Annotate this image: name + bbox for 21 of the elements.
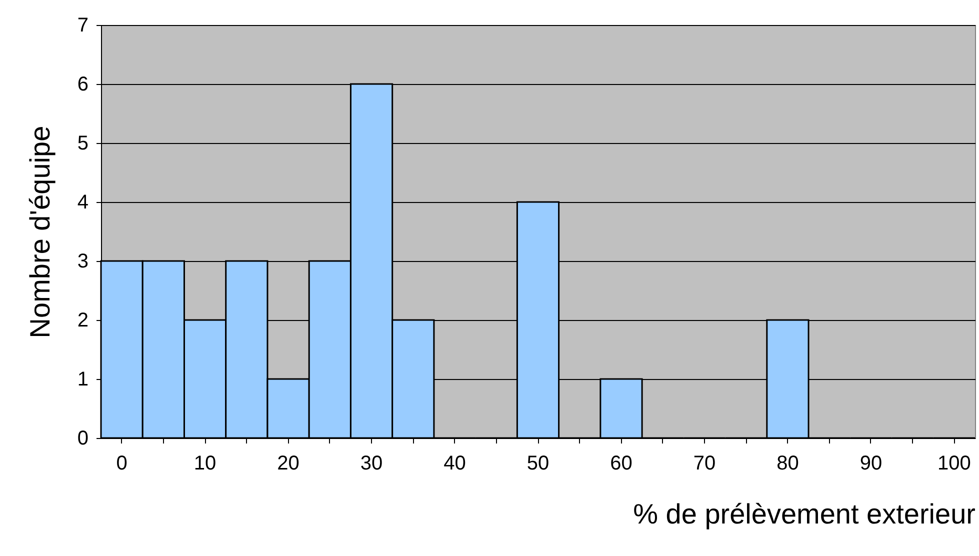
y-tick-label: 3 <box>77 250 88 272</box>
x-tick-label: 10 <box>194 452 216 474</box>
x-tick-label: 20 <box>277 452 300 474</box>
x-tick-label: 80 <box>776 452 799 474</box>
y-tick-label: 0 <box>77 428 88 450</box>
y-tick-label: 5 <box>77 132 88 154</box>
y-tick-label: 7 <box>77 14 88 36</box>
y-axis-title: Nombre d'équipe <box>24 126 56 338</box>
y-tick-label: 4 <box>77 192 88 214</box>
x-tick-label: 100 <box>938 452 971 474</box>
x-tick-label: 40 <box>444 452 466 474</box>
x-tick-label: 30 <box>360 452 383 474</box>
x-tick-label: 0 <box>116 452 128 474</box>
y-tick-label: 2 <box>77 310 88 332</box>
x-tick-label: 90 <box>860 452 882 474</box>
x-axis-title: % de prélèvement exterieur <box>633 498 976 530</box>
y-tick-label: 1 <box>77 368 88 390</box>
x-tick-label: 50 <box>526 452 550 474</box>
x-tick-label: 60 <box>610 452 632 474</box>
x-tick-label: 70 <box>693 452 716 474</box>
y-tick-label: 6 <box>77 74 88 96</box>
